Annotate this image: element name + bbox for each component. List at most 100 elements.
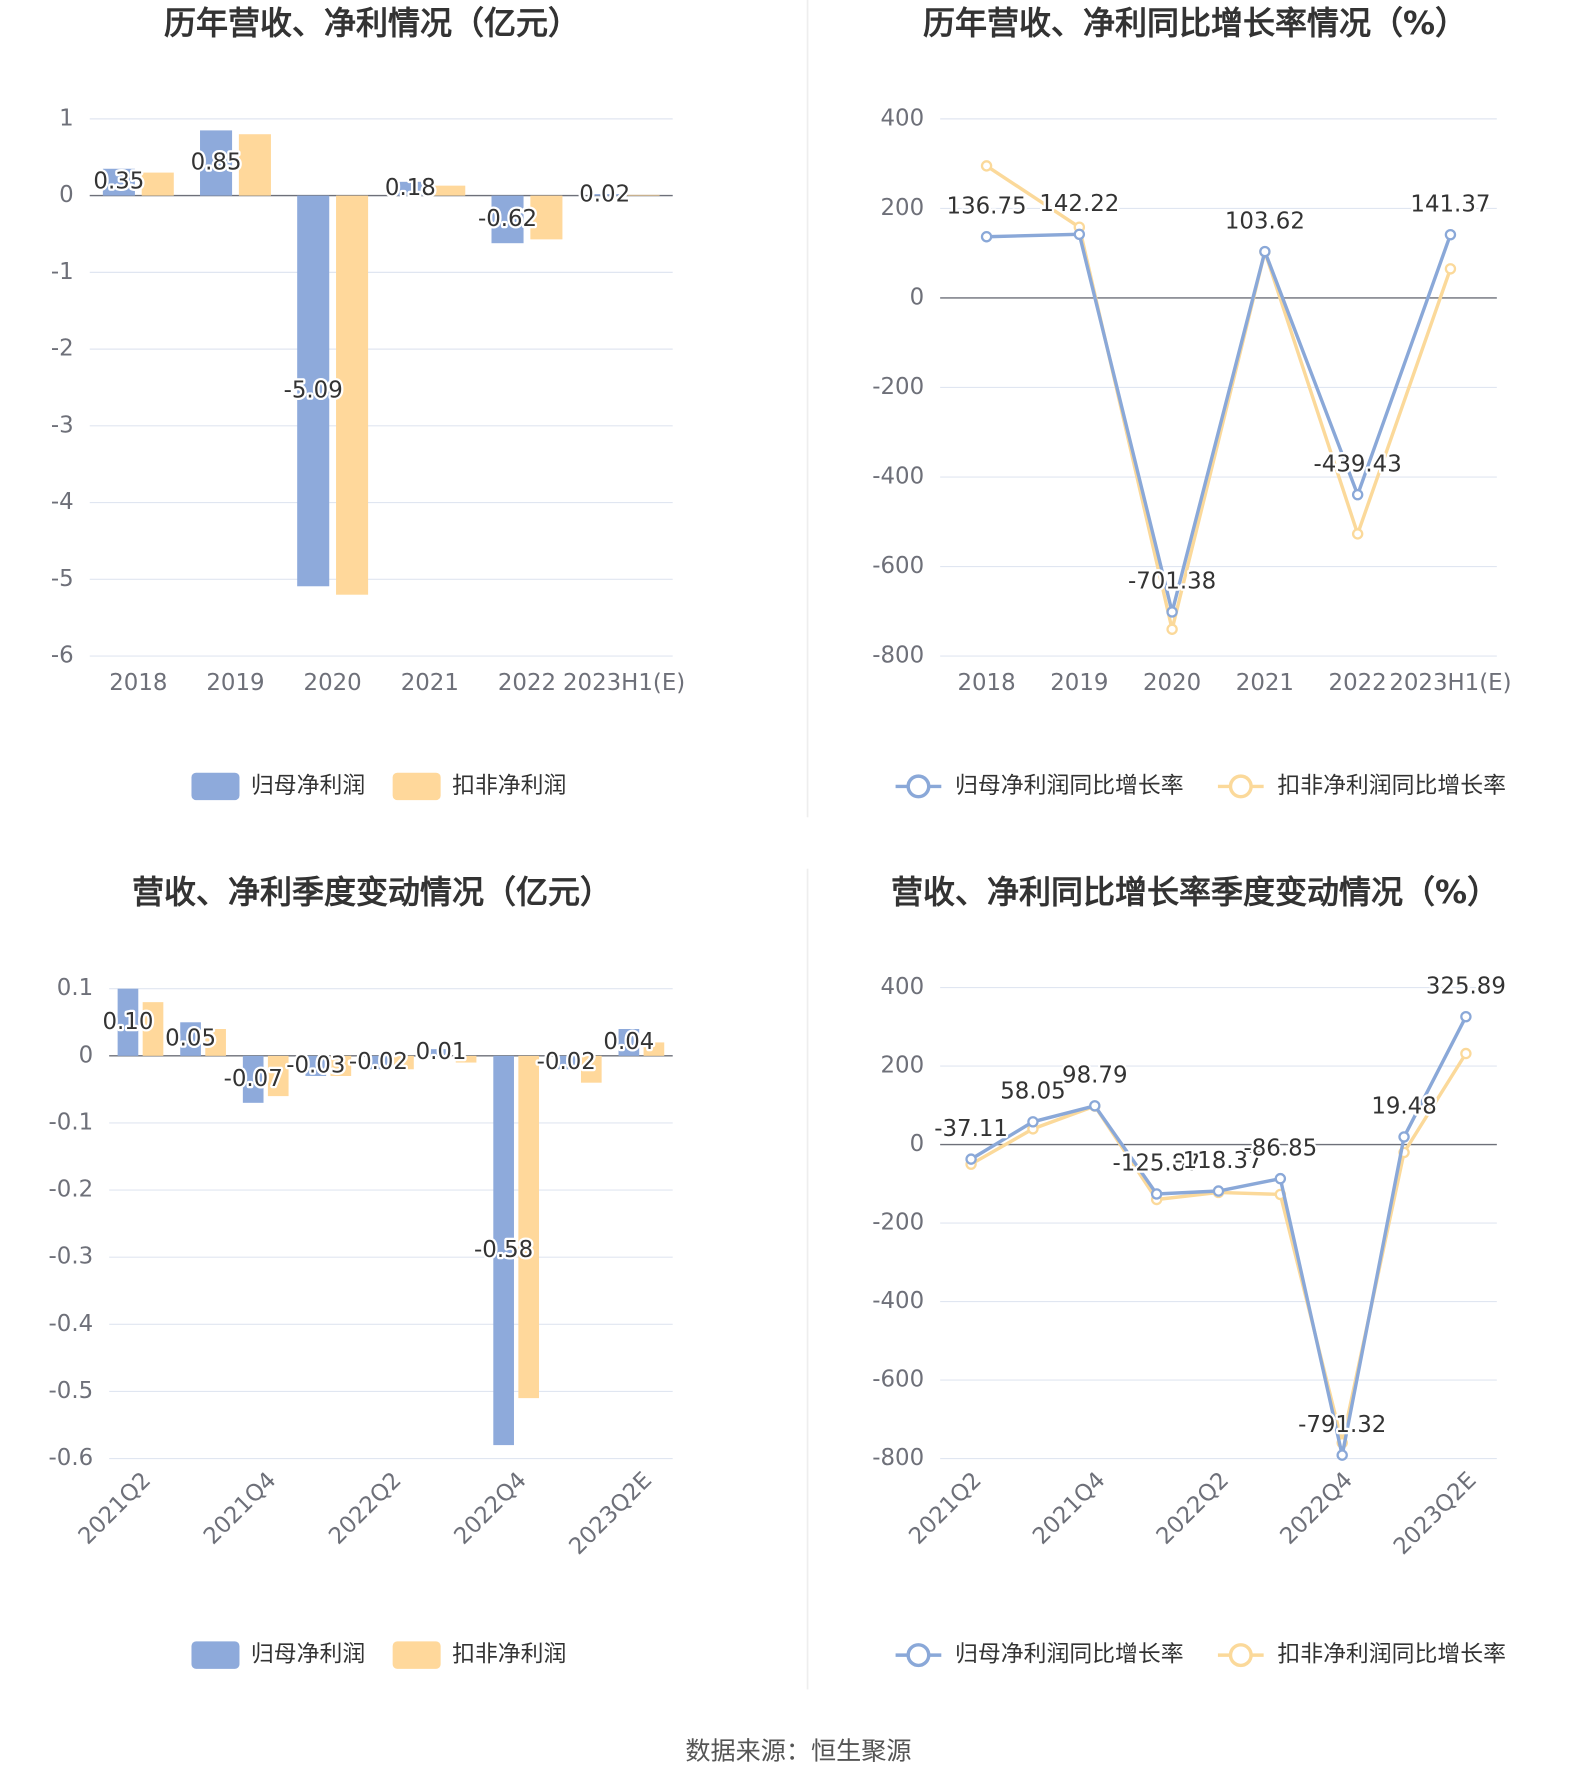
value-label: -0.62 <box>478 206 537 232</box>
point <box>1089 1100 1101 1112</box>
value-label: 103.62 <box>1225 208 1305 234</box>
bar <box>555 1055 577 1070</box>
value-label: -125.87 <box>1113 1151 1201 1177</box>
bar <box>368 1055 389 1070</box>
x-tick-label: 2021 <box>401 670 459 696</box>
bar <box>618 1028 640 1056</box>
legend-label: 归母净利润 <box>251 1642 365 1668</box>
value-label: -0.07 <box>224 1066 283 1092</box>
value-label: 0.01 <box>416 1039 467 1065</box>
bar <box>200 130 233 196</box>
x-tick-label: 2019 <box>206 670 264 696</box>
legend-label: 扣非净利润同比增长率 <box>1277 1642 1506 1668</box>
value-label: 98.79 <box>1062 1063 1127 1089</box>
y-tick-label: -200 <box>872 374 924 400</box>
value-label: 325.89 <box>1426 973 1506 999</box>
x-tick-label: 2021Q2 <box>904 1467 987 1550</box>
value-label: -0.03 <box>286 1052 345 1078</box>
legend-swatch <box>1228 774 1253 799</box>
point <box>1150 1188 1163 1200</box>
point <box>1274 1172 1287 1185</box>
y-tick-label: -6 <box>51 643 74 669</box>
x-tick-label: 2022Q4 <box>1275 1467 1358 1550</box>
y-tick-label: -5 <box>51 566 74 592</box>
legend-label: 归母净利润同比增长率 <box>955 773 1184 799</box>
line <box>985 164 1453 630</box>
y-tick-label: 0 <box>910 284 925 310</box>
y-tick-label: -800 <box>872 643 924 669</box>
y-tick-label: 200 <box>881 195 925 221</box>
bar <box>627 194 660 196</box>
value-label: 19.48 <box>1371 1094 1436 1120</box>
y-tick-label: -400 <box>872 1288 924 1314</box>
point <box>1259 245 1271 258</box>
x-tick-label: 2023Q2E <box>564 1467 657 1560</box>
chart-title: 历年营收、净利情况（亿元） <box>164 4 580 42</box>
y-tick-label: -0.4 <box>49 1311 94 1337</box>
y-tick-label: -0.1 <box>49 1109 94 1135</box>
bar <box>433 185 466 196</box>
y-tick-label: -400 <box>872 464 924 490</box>
chart-title: 营收、净利季度变动情况（亿元） <box>132 873 612 911</box>
y-tick-label: 0 <box>910 1131 925 1157</box>
legend-label: 扣非净利润 <box>452 1642 566 1668</box>
y-tick-label: -800 <box>872 1445 924 1471</box>
y-tick-label: -600 <box>872 1367 924 1393</box>
bar <box>205 1028 226 1056</box>
x-tick-label: 2022Q2 <box>324 1467 407 1550</box>
bar <box>530 195 563 240</box>
bar <box>330 1055 352 1076</box>
value-label: -86.85 <box>1243 1135 1317 1161</box>
x-tick-label: 2020 <box>304 670 362 696</box>
legend-label: 归母净利润同比增长率 <box>955 1642 1184 1668</box>
legend-label: 归母净利润 <box>251 773 365 799</box>
bar <box>588 194 621 196</box>
legend-swatch <box>191 772 240 801</box>
legend-swatch <box>906 774 931 799</box>
bar <box>394 181 427 196</box>
legend-swatch <box>392 772 441 801</box>
value-label: 0.35 <box>93 169 144 195</box>
x-tick-label: 2018 <box>957 670 1015 696</box>
point <box>1166 606 1178 618</box>
bar <box>242 1055 264 1103</box>
bar <box>238 134 271 196</box>
y-tick-label: -2 <box>51 336 74 362</box>
value-label: 141.37 <box>1410 191 1490 217</box>
y-tick-label: -0.6 <box>49 1445 94 1471</box>
point <box>1460 1047 1472 1060</box>
bar <box>180 1022 201 1056</box>
point <box>980 231 993 243</box>
x-tick-label: 2021Q2 <box>74 1467 157 1550</box>
x-tick-label: 2023H1(E) <box>563 670 685 696</box>
x-tick-label: 2022Q2 <box>1152 1467 1235 1550</box>
bar <box>580 1055 602 1083</box>
legend-swatch <box>392 1641 441 1669</box>
y-tick-label: 400 <box>881 105 925 131</box>
bar <box>336 195 369 595</box>
x-tick-label: 2022Q4 <box>449 1467 532 1550</box>
value-label: 0.05 <box>165 1026 216 1052</box>
point <box>980 160 993 172</box>
point <box>1336 1449 1348 1461</box>
x-tick-label: 2018 <box>109 670 167 696</box>
x-tick-label: 2021Q4 <box>199 1467 282 1550</box>
bar <box>102 168 135 196</box>
point <box>1073 228 1086 240</box>
point <box>965 1153 977 1165</box>
y-tick-label: 0 <box>79 1042 94 1068</box>
x-tick-label: 2021 <box>1236 670 1294 696</box>
source: 数据来源：恒生聚源 <box>685 1736 911 1765</box>
point <box>1027 1116 1039 1128</box>
x-tick-label: 2020 <box>1143 670 1201 696</box>
point <box>1166 623 1178 635</box>
y-tick-label: -0.2 <box>49 1177 94 1203</box>
line <box>986 232 1453 613</box>
bar <box>297 195 330 587</box>
value-label: 0.18 <box>385 175 436 201</box>
y-tick-label: -3 <box>51 412 74 438</box>
bar <box>493 1055 514 1446</box>
value-label: 58.05 <box>1000 1079 1065 1105</box>
value-label: -37.11 <box>934 1116 1008 1142</box>
